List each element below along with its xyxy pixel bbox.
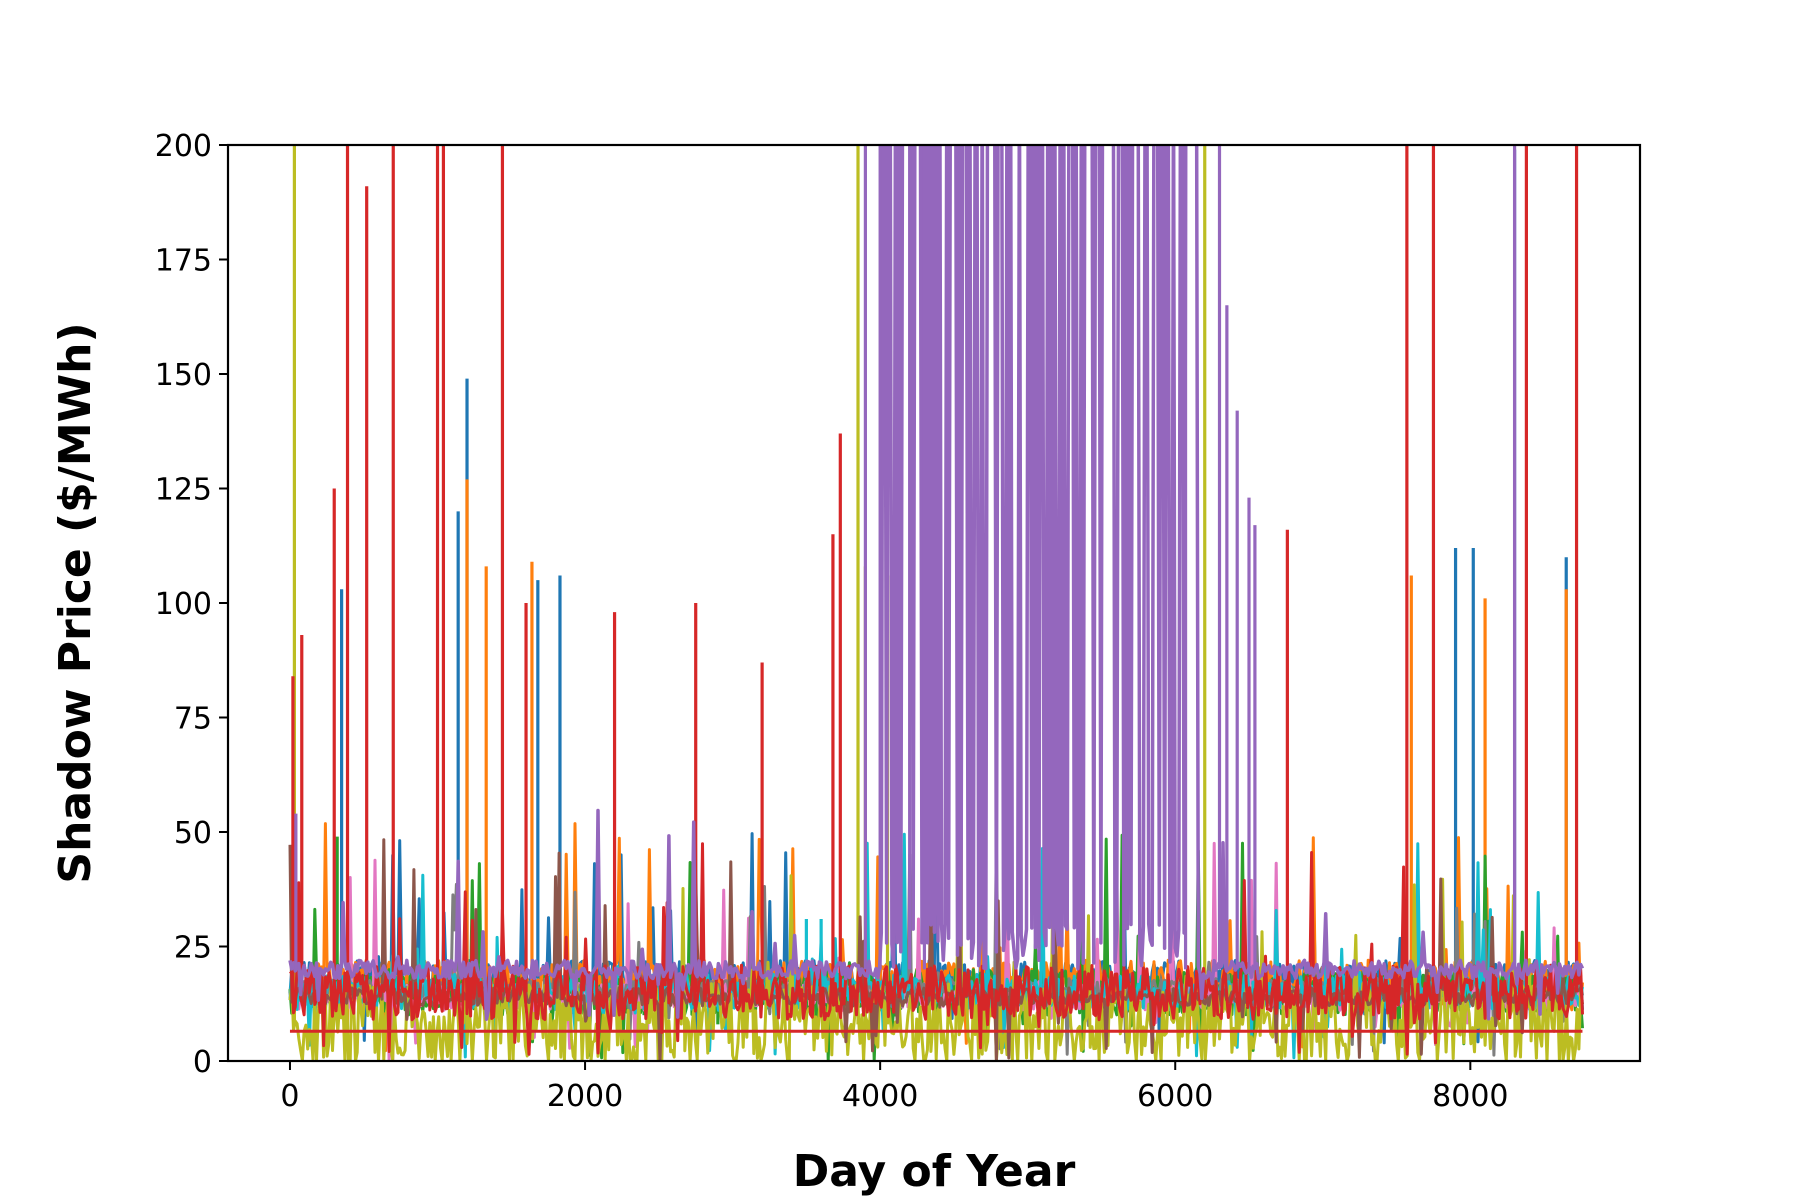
y-tick-label-150: 150	[155, 358, 212, 393]
y-tick-label-75: 75	[174, 702, 212, 737]
x-tick-label-0: 0	[280, 1079, 299, 1114]
y-tick-label-175: 175	[155, 244, 212, 279]
series-line-olive	[288, 869, 1583, 1061]
y-tick-label-200: 200	[155, 129, 212, 164]
y-tick-label-25: 25	[174, 931, 212, 966]
y-tick-label-125: 125	[155, 473, 212, 508]
series-line-red	[289, 842, 1584, 1056]
x-axis-label: Day of Year	[793, 1146, 1076, 1197]
y-tick-label-50: 50	[174, 816, 212, 851]
x-tick-label-6000: 6000	[1137, 1079, 1213, 1114]
x-tick-label-8000: 8000	[1432, 1079, 1508, 1114]
x-tick-label-4000: 4000	[842, 1079, 918, 1114]
y-axis-label: Shadow Price ($/MWh)	[50, 322, 101, 883]
series-red	[289, 145, 1584, 1056]
x-tick-label-2000: 2000	[547, 1079, 623, 1114]
series-purple	[288, 145, 1585, 1022]
y-tick-label-0: 0	[193, 1045, 212, 1080]
series-line-purple	[288, 145, 1585, 1022]
y-tick-label-100: 100	[155, 587, 212, 622]
series-layer	[288, 145, 1585, 1061]
ticks-layer: 0 2000 4000 6000 8000 0 25 50 75 100 125 150 175 200	[155, 129, 1509, 1114]
